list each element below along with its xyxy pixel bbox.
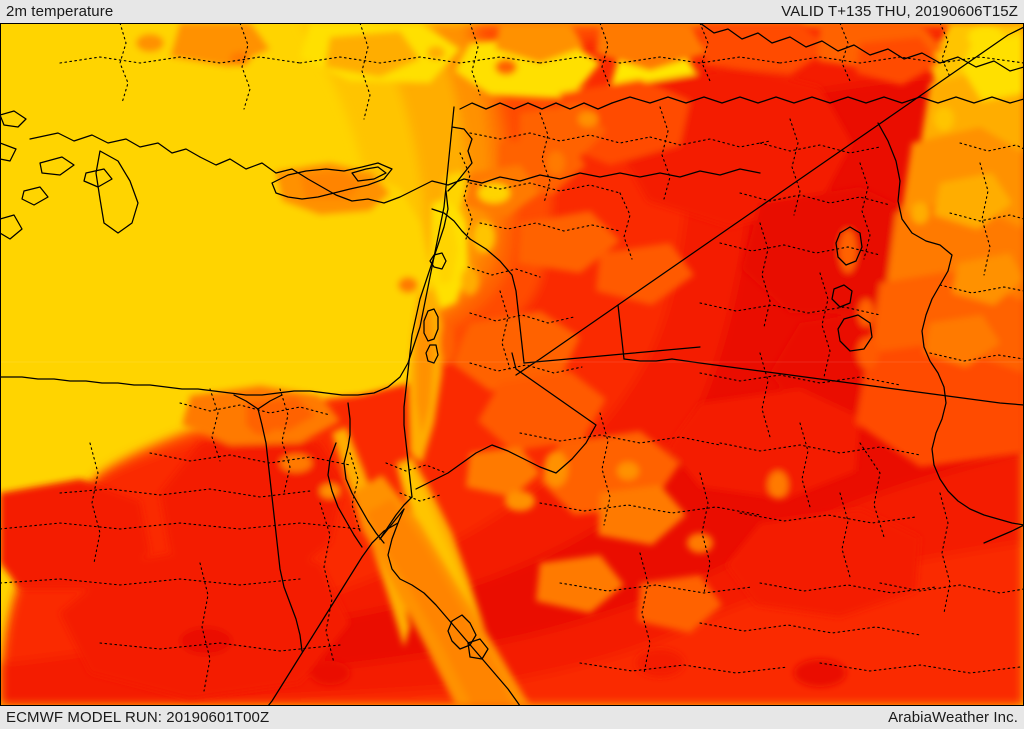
temperature-map[interactable] [0,23,1024,706]
temperature-field [0,23,1024,706]
attribution-label: ArabiaWeather Inc. [888,709,1018,726]
temperature-detail-blobs [0,23,1024,706]
coastline-layer [0,23,1024,706]
valid-time-label: VALID T+135 THU, 20190606T15Z [781,3,1018,20]
header-bar: 2m temperature VALID T+135 THU, 20190606… [0,0,1024,23]
product-title: 2m temperature [6,3,114,20]
model-run-label: ECMWF MODEL RUN: 20190601T00Z [6,709,270,726]
admin-border-layer [0,23,1024,692]
footer-bar: ECMWF MODEL RUN: 20190601T00Z ArabiaWeat… [0,706,1024,729]
